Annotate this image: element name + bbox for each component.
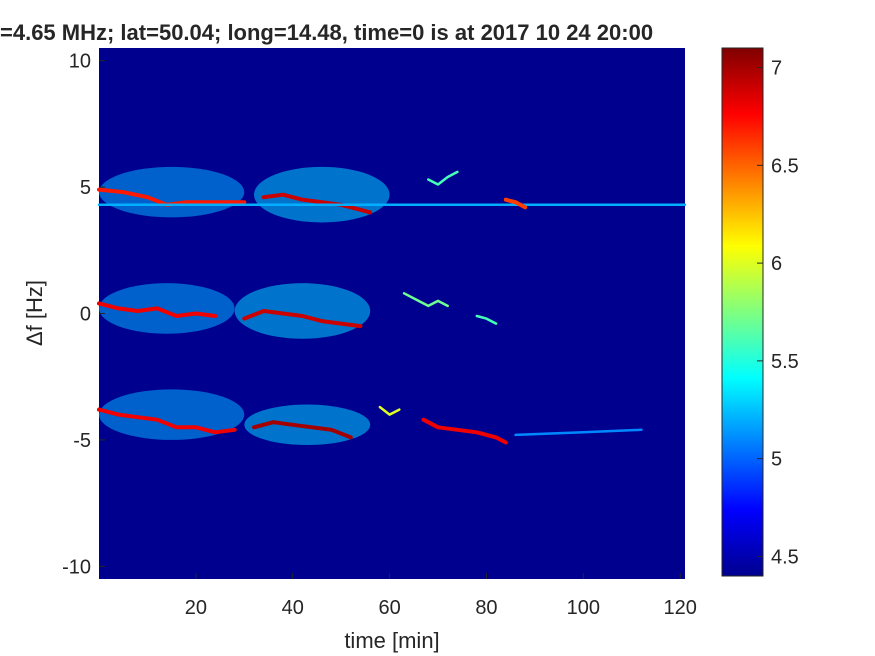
signal-trace [402, 292, 449, 308]
signal-trace [97, 407, 237, 435]
signal-patch [98, 389, 245, 440]
y-axis-ticks: -10 -5 0 5 10 [62, 51, 105, 578]
y-tick-label: -10 [62, 556, 91, 578]
x-tick-label: 100 [567, 597, 600, 619]
plot-area [97, 48, 687, 579]
chart-title: =4.65 MHz; lat=50.04; long=14.48, time=0… [0, 20, 653, 45]
signal-trace [503, 197, 528, 210]
x-tick-label: 60 [378, 597, 400, 619]
signal-trace [97, 301, 218, 318]
y-tick-label: 0 [80, 304, 91, 326]
x-tick-label: 20 [185, 597, 207, 619]
signal-trace [97, 187, 247, 207]
y-axis-label: Δf [Hz] [22, 280, 47, 346]
y-tick-label: 10 [69, 51, 91, 73]
signal-trace [421, 417, 508, 445]
colorbar-tick-label: 5 [771, 449, 782, 471]
signal-traces [97, 170, 687, 445]
colorbar-gradient [721, 47, 764, 577]
colorbar-tick-label: 4.5 [771, 546, 799, 568]
signal-patch [99, 283, 235, 334]
signal-trace [475, 314, 498, 325]
signal-trace [427, 170, 459, 186]
x-axis-label: time [min] [344, 628, 439, 653]
colorbar-tick-label: 6.5 [771, 155, 799, 177]
signal-trace [242, 309, 363, 329]
x-axis-ticks: 20 40 60 80 100 120 [185, 573, 697, 619]
signal-trace [514, 428, 643, 437]
x-tick-label: 80 [475, 597, 497, 619]
colorbar-tick-label: 7 [771, 58, 782, 80]
signal-patch [234, 283, 371, 339]
y-tick-label: -5 [73, 430, 91, 452]
colorbar-ticks: 4.5 5 5.5 6 6.5 7 [757, 58, 799, 568]
signal-trace [261, 192, 373, 215]
colorbar-tick-label: 6 [771, 253, 782, 275]
signal-trace [252, 420, 353, 440]
colorbar-tick-label: 5.5 [771, 351, 799, 373]
signal-trace [378, 405, 401, 416]
x-tick-label: 40 [282, 597, 304, 619]
y-tick-label: 5 [80, 177, 91, 199]
x-tick-label: 120 [663, 597, 696, 619]
colorbar: 4.5 5 5.5 6 6.5 7 [721, 47, 799, 577]
